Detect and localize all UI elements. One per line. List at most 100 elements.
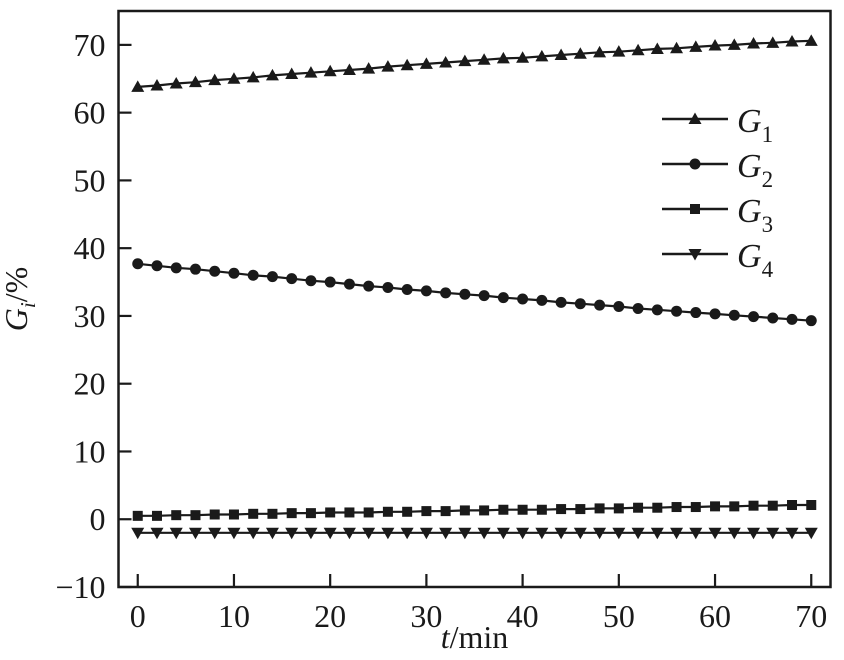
marker-triangle-down — [419, 527, 433, 540]
marker-circle — [401, 284, 413, 296]
marker-triangle-up — [342, 63, 356, 75]
marker-square — [344, 507, 355, 518]
marker-triangle-down — [458, 527, 472, 540]
marker-circle — [671, 305, 683, 317]
x-tick-label: 20 — [314, 598, 346, 634]
marker-square — [575, 504, 586, 515]
marker-triangle-up — [169, 77, 183, 89]
legend-label: G2 — [737, 148, 773, 192]
y-tick-label: 60 — [74, 95, 106, 131]
marker-triangle-down — [323, 527, 337, 540]
marker-triangle-down — [477, 527, 491, 540]
marker-triangle-down — [304, 527, 318, 540]
marker-triangle-up — [573, 47, 587, 59]
marker-square — [248, 508, 259, 519]
marker-circle — [228, 267, 240, 279]
marker-circle — [767, 312, 779, 324]
marker-triangle-down — [208, 527, 222, 540]
marker-circle — [266, 271, 278, 283]
marker-circle — [689, 158, 701, 170]
y-axis-label: Gi/% — [0, 267, 40, 332]
legend-entry-g3: G3 — [662, 193, 773, 237]
marker-triangle-up — [612, 45, 626, 57]
marker-square — [325, 507, 336, 518]
y-tick-label: 0 — [90, 501, 106, 537]
marker-square — [459, 505, 470, 516]
marker-circle — [497, 292, 509, 304]
marker-circle — [517, 293, 529, 305]
marker-square — [305, 508, 316, 519]
marker-triangle-up — [265, 68, 279, 81]
marker-circle — [363, 280, 375, 292]
marker-square — [286, 508, 297, 519]
marker-square — [652, 502, 663, 513]
marker-triangle-up — [458, 54, 472, 67]
y-tick-label: 50 — [74, 162, 106, 198]
marker-square — [209, 509, 220, 520]
marker-triangle-down — [593, 527, 607, 540]
y-tick-label: 70 — [74, 27, 106, 63]
marker-square — [748, 500, 759, 511]
marker-triangle-down — [747, 527, 761, 540]
marker-triangle-up — [516, 51, 530, 63]
series-g3 — [132, 500, 817, 521]
marker-triangle-up — [477, 53, 491, 65]
marker-square — [267, 508, 278, 519]
x-tick-label: 60 — [699, 598, 731, 634]
x-tick-label: 50 — [603, 598, 635, 634]
marker-circle — [786, 313, 798, 325]
marker-square — [729, 501, 740, 512]
x-tick-label: 70 — [795, 598, 827, 634]
marker-square — [594, 503, 605, 514]
marker-triangle-up — [593, 45, 607, 58]
y-tick-label: 40 — [74, 230, 106, 266]
x-axis: 0 10 20 30 40 50 60 70 — [130, 574, 827, 634]
marker-square — [536, 504, 547, 515]
marker-triangle-down — [727, 527, 741, 540]
marker-circle — [748, 311, 760, 323]
x-tick-label: 0 — [130, 598, 146, 634]
marker-triangle-down — [342, 527, 356, 540]
marker-square — [171, 510, 182, 521]
marker-triangle-down — [188, 527, 202, 540]
marker-triangle-down — [131, 527, 145, 540]
marker-triangle-down — [670, 527, 684, 540]
marker-triangle-down — [689, 527, 703, 540]
marker-square — [498, 504, 509, 515]
marker-triangle-down — [150, 527, 164, 540]
marker-square — [190, 510, 201, 521]
marker-triangle-down — [439, 527, 453, 540]
series-g4 — [131, 527, 818, 540]
marker-circle — [728, 309, 740, 321]
legend-label: G3 — [737, 193, 773, 237]
marker-triangle-down — [631, 527, 645, 540]
marker-circle — [324, 276, 336, 288]
marker-triangle-up — [496, 51, 510, 64]
marker-circle — [651, 304, 663, 316]
marker-circle — [478, 290, 490, 302]
marker-triangle-up — [747, 37, 761, 49]
marker-square — [710, 501, 721, 512]
marker-triangle-up — [246, 70, 260, 83]
marker-triangle-down — [381, 527, 395, 540]
marker-triangle-up — [688, 112, 702, 124]
y-tick-label: 10 — [74, 433, 106, 469]
marker-triangle-up — [535, 49, 549, 62]
marker-triangle-up — [727, 38, 741, 50]
marker-square — [517, 504, 528, 515]
marker-triangle-up — [323, 64, 337, 77]
x-tick-label: 30 — [410, 598, 442, 634]
marker-triangle-up — [188, 75, 202, 88]
marker-circle — [151, 260, 163, 272]
marker-square — [402, 506, 413, 517]
marker-circle — [594, 299, 606, 311]
marker-triangle-up — [785, 34, 799, 47]
marker-triangle-down — [688, 249, 702, 261]
legend-label: G4 — [737, 238, 774, 282]
marker-circle — [170, 262, 182, 274]
marker-triangle-up — [439, 56, 453, 68]
series-g1 — [131, 34, 818, 92]
marker-triangle-down — [554, 527, 568, 540]
marker-triangle-up — [227, 72, 241, 84]
